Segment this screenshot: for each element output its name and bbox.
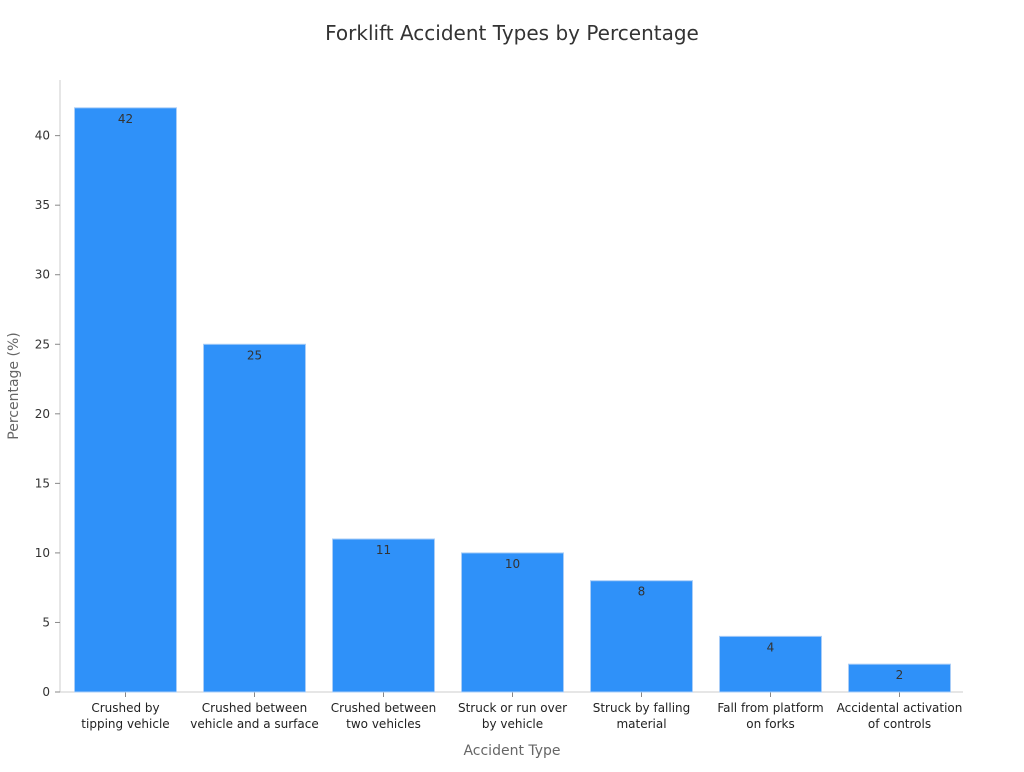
x-axis-title: Accident Type xyxy=(463,743,560,759)
y-tick-label: 40 xyxy=(35,129,50,143)
x-tick-label: vehicle and a surface xyxy=(190,717,318,731)
x-tick-label: Crushed between xyxy=(202,701,307,715)
x-tick-label: Fall from platform xyxy=(717,701,823,715)
bar-value-label: 42 xyxy=(118,112,133,126)
y-axis-title: Percentage (%) xyxy=(6,332,22,439)
chart-title: Forklift Accident Types by Percentage xyxy=(325,21,699,45)
bar-value-label: 25 xyxy=(247,348,262,362)
x-tick-label: two vehicles xyxy=(346,717,421,731)
bar xyxy=(719,635,822,693)
x-tick-label: Crushed by xyxy=(91,701,159,715)
bar xyxy=(74,107,177,693)
bar xyxy=(590,580,693,693)
bar xyxy=(332,538,435,693)
y-tick-label: 30 xyxy=(35,268,50,282)
bar-value-label: 2 xyxy=(896,668,904,682)
bars-group xyxy=(74,107,951,693)
x-tick-label: Struck by falling xyxy=(593,701,691,715)
y-tick-label: 25 xyxy=(35,337,50,351)
y-tick-label: 15 xyxy=(35,476,50,490)
bar-value-label: 11 xyxy=(376,543,391,557)
bar-value-label: 8 xyxy=(638,585,646,599)
bar xyxy=(203,343,306,693)
x-tick-label: Crushed between xyxy=(331,701,436,715)
y-tick-label: 0 xyxy=(42,685,50,699)
x-tick-label: Struck or run over xyxy=(458,701,567,715)
bar xyxy=(848,663,951,693)
y-tick-label: 5 xyxy=(42,615,50,629)
x-tick-label: by vehicle xyxy=(482,717,543,731)
y-tick-label: 35 xyxy=(35,198,50,212)
x-tick-label: material xyxy=(616,717,666,731)
category-labels-group: Crushed by tipping vehicle Crushed between… xyxy=(81,701,962,731)
x-tick-label: on forks xyxy=(746,717,794,731)
bar-value-label: 10 xyxy=(505,557,520,571)
bar xyxy=(461,552,564,693)
x-tick-label: Accidental activation xyxy=(837,701,963,715)
y-axis: 0 5 10 15 20 25 30 35 40 xyxy=(35,80,61,699)
bar-value-label: 4 xyxy=(767,640,775,654)
y-tick-label: 10 xyxy=(35,546,50,560)
y-tick-label: 20 xyxy=(35,407,50,421)
x-axis xyxy=(60,691,963,697)
x-tick-label: of controls xyxy=(868,717,931,731)
x-tick-label: tipping vehicle xyxy=(81,717,169,731)
